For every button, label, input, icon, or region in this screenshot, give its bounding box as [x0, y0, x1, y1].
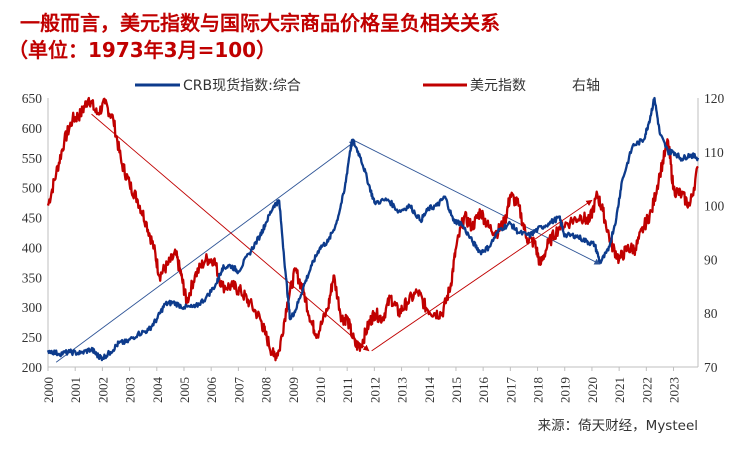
legend-label-dxy: 美元指数: [470, 78, 526, 94]
x-tick-label: 2002: [95, 377, 110, 403]
x-tick-label: 2019: [558, 377, 573, 403]
x-tick-label: 2014: [422, 377, 437, 404]
legend-right-axis-label: 右轴: [572, 78, 600, 94]
x-tick-label: 2001: [68, 377, 83, 403]
y-right-tick-label: 90: [704, 252, 718, 267]
y-left-tick-label: 250: [22, 330, 43, 345]
trend-arrow-blue: [55, 140, 356, 363]
series-line-dxy: [46, 96, 699, 362]
chart-title: 一般而言，美元指数与国际大宗商品价格呈负相关关系: [20, 11, 500, 35]
x-tick-label: 2011: [340, 377, 355, 403]
y-right-tick-label: 80: [704, 306, 718, 321]
y-right-tick-label: 70: [704, 360, 718, 375]
y-left-tick-label: 500: [22, 181, 43, 196]
source-note: 来源：倚天财经，Mysteel: [538, 418, 698, 434]
trend-arrow-red: [371, 199, 593, 352]
trend-arrow-blue: [355, 140, 601, 265]
x-tick-label: 2022: [639, 377, 654, 403]
x-tick-label: 2021: [612, 377, 627, 403]
plot-area: 200 250 300 350 400 450 500 550 600 650 70 80 90 100 1…: [22, 91, 725, 403]
x-tick-label: 2013: [395, 377, 410, 403]
x-tick-label: 2000: [41, 377, 56, 403]
x-tick-label: 2009: [286, 377, 301, 403]
x-tick-label: 2005: [177, 377, 192, 403]
y-left-tick-label: 600: [22, 121, 43, 136]
x-tick-label: 2006: [204, 377, 219, 404]
x-tick-label: 2018: [531, 377, 546, 403]
trend-arrow-red: [91, 113, 370, 352]
y-left-tick-label: 550: [22, 151, 43, 166]
y-left-tick-label: 650: [22, 91, 43, 106]
y-right-tick-label: 110: [704, 145, 724, 160]
x-tick-label: 2007: [231, 377, 246, 404]
y-left-tick-label: 300: [22, 300, 43, 315]
x-tick-label: 2017: [503, 377, 518, 404]
x-tick-label: 2015: [449, 377, 464, 403]
y-left-tick-label: 450: [22, 211, 43, 226]
x-tick-label: 2023: [667, 377, 682, 403]
y-right-tick-label: 100: [704, 199, 725, 214]
x-tick-label: 2012: [367, 377, 382, 403]
y-left-tick-label: 200: [22, 360, 43, 375]
x-tick-label: 2004: [150, 377, 165, 404]
y-left-tick-label: 400: [22, 240, 43, 255]
chart-subtitle: （单位：1973年3月=100）: [8, 38, 276, 62]
x-tick-label: 2020: [585, 377, 600, 403]
legend-label-crb: CRB现货指数:综合: [183, 77, 301, 94]
x-tick-label: 2003: [123, 377, 138, 403]
x-tick-label: 2016: [476, 376, 491, 403]
series-line-crb: [46, 96, 700, 362]
y-right-tick-label: 120: [704, 91, 725, 106]
x-tick-label: 2010: [313, 377, 328, 403]
y-left-tick-label: 350: [22, 270, 43, 285]
legend: CRB现货指数:综合 美元指数 右轴: [135, 77, 600, 94]
x-tick-label: 2008: [259, 377, 274, 403]
